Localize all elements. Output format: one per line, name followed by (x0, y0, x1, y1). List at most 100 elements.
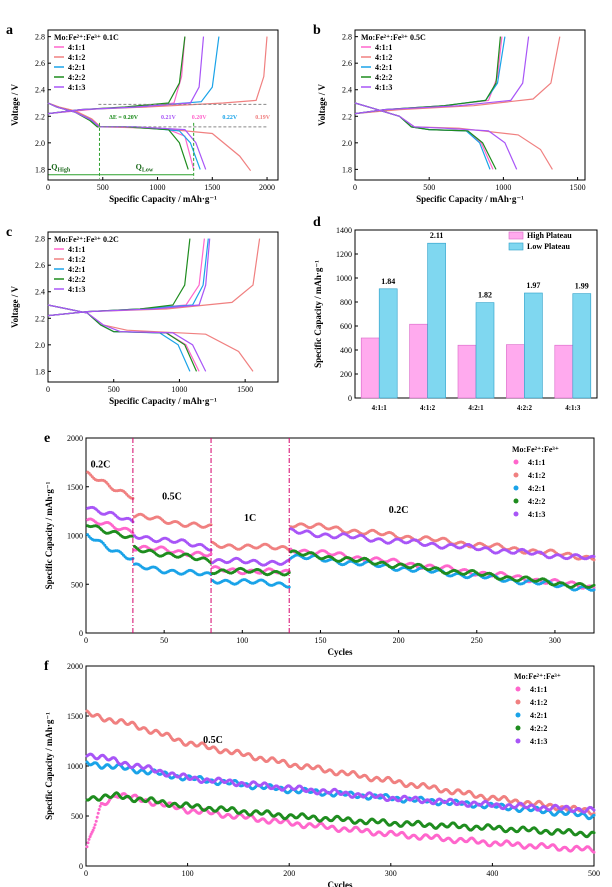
legend-label: High Plateau (527, 231, 572, 240)
legend-label: 4:1:1 (68, 245, 85, 254)
y-tick-label: 2.6 (35, 261, 45, 270)
x-tick-label: 300 (549, 636, 561, 645)
legend-label: 4:1:3 (68, 83, 85, 92)
q-high-sub: High (58, 167, 71, 173)
y-tick-label: 2.2 (35, 112, 45, 121)
chart-panel-c: 0 500 1000 1500 1.8 2.0 2.2 2.4 2.6 2.8 Specific C… (6, 225, 279, 406)
x-tick-label: 0 (46, 385, 50, 394)
data-point (92, 826, 96, 830)
data-point (592, 850, 596, 854)
y-tick-label: 2.4 (35, 288, 45, 297)
legend-label: 4:1:3 (68, 285, 85, 294)
legend-marker (515, 686, 521, 692)
bar (475, 302, 495, 399)
x-tick-label: 500 (108, 385, 120, 394)
x-tick-label: 1000 (171, 385, 187, 394)
y-tick-label: 2.6 (342, 59, 352, 68)
series-discharge-line (47, 304, 254, 372)
legend-label: 4:2:2 (528, 497, 545, 506)
legend-title: Mo:Fe²⁺:Fe³⁺ (514, 672, 561, 681)
legend-label: 4:2:1 (68, 63, 85, 72)
chart-panel-b: 0 500 1000 1500 1.8 2.0 2.2 2.4 2.6 2.8 Specific C… (313, 23, 586, 204)
y-tick-label: 2.2 (342, 112, 352, 121)
legend-label: 4:1:3 (528, 510, 545, 519)
x-tick-label: 2000 (259, 183, 275, 192)
delta-label: 0.22V (222, 115, 238, 121)
legend-label: 4:1:2 (530, 698, 547, 707)
legend-label: 4:2:1 (530, 711, 547, 720)
legend-swatch (508, 231, 524, 240)
y-tick-label: 2.6 (35, 59, 45, 68)
legend-title: Mo:Fe²⁺:Fe³⁺ 0.5C (361, 33, 426, 42)
data-point (98, 804, 102, 808)
delta-label: 0.20V (192, 115, 208, 121)
data-point (592, 808, 596, 812)
x-tick-label: 200 (283, 869, 295, 878)
data-point (87, 837, 91, 841)
y-tick-label: 2.4 (35, 86, 45, 95)
data-point (287, 585, 291, 589)
legend-label: 4:1:3 (375, 83, 392, 92)
y-tick-label: 2.0 (342, 139, 352, 148)
series-discharge-line (47, 102, 189, 170)
chart-panel-a: 0 500 1000 1500 2000 1.8 2.0 2.2 2.4 2.6 2.8 Specif… (6, 23, 279, 204)
data-point (592, 555, 596, 558)
x-tick-label: 4:2:1 (468, 404, 484, 412)
bar (457, 344, 477, 399)
data-point (95, 815, 99, 819)
data-point (209, 552, 213, 556)
series-discharge-line (47, 304, 191, 372)
x-tick-label: 500 (423, 183, 435, 192)
x-tick-label: 4:1:3 (565, 404, 581, 412)
x-tick-label: 100 (236, 636, 248, 645)
legend-label: 4:2:2 (530, 724, 547, 733)
chart-panel-f: 0 100 200 300 400 500 0 500 1000 1500 2000 Cycles Sp… (44, 659, 600, 887)
bar (572, 293, 592, 399)
y-tick-label: 0 (79, 629, 83, 638)
x-tick-label: 1500 (237, 385, 253, 394)
plot-frame (354, 29, 586, 181)
series-discharge-line (354, 102, 491, 170)
bar (378, 288, 398, 399)
legend-label: 4:1:1 (68, 43, 85, 52)
legend-label: 4:2:1 (528, 484, 545, 493)
panel-label: c (6, 225, 12, 240)
legend-title: Mo:Fe²⁺:Fe³⁺ (512, 445, 559, 454)
x-tick-label: 150 (314, 636, 326, 645)
series-charge-line (354, 36, 561, 115)
q-high-label: QHigh (51, 162, 71, 173)
data-point (96, 811, 100, 815)
data-point (93, 823, 97, 827)
legend-title: Mo:Fe²⁺:Fe³⁺ 0.1C (54, 33, 119, 42)
data-point (85, 845, 89, 849)
panel-label: f (44, 659, 49, 674)
data-point (86, 841, 90, 845)
y-tick-label: 0 (79, 862, 83, 871)
data-point (592, 558, 596, 562)
series-discharge-line (47, 102, 195, 170)
x-axis-label: Specific Capacity / mAh·g⁻¹ (416, 194, 524, 204)
y-tick-label: 2.0 (35, 139, 45, 148)
y-axis-label: Voltage / V (317, 84, 327, 127)
legend-marker (513, 472, 519, 478)
ratio-label: 1.97 (526, 281, 540, 290)
bar (524, 292, 543, 399)
x-axis-label: Cycles (328, 880, 353, 887)
bar (409, 323, 428, 399)
panel-label: e (44, 431, 50, 446)
bar (427, 242, 446, 399)
series-charge-line (47, 36, 205, 115)
y-tick-label: 500 (71, 812, 83, 821)
q-high-main: Q (51, 162, 57, 171)
x-tick-label: 0 (84, 636, 88, 645)
legend-marker (513, 498, 519, 504)
y-tick-label: 2.8 (35, 33, 45, 42)
legend-label: 4:1:1 (528, 458, 545, 467)
legend-label: 4:2:2 (68, 73, 85, 82)
legend-marker (515, 738, 521, 744)
y-tick-label: 800 (340, 298, 352, 307)
rate-label: 1C (244, 513, 256, 524)
y-tick-label: 1500 (67, 483, 83, 492)
data-point (592, 813, 596, 817)
y-tick-label: 2.8 (342, 33, 352, 42)
